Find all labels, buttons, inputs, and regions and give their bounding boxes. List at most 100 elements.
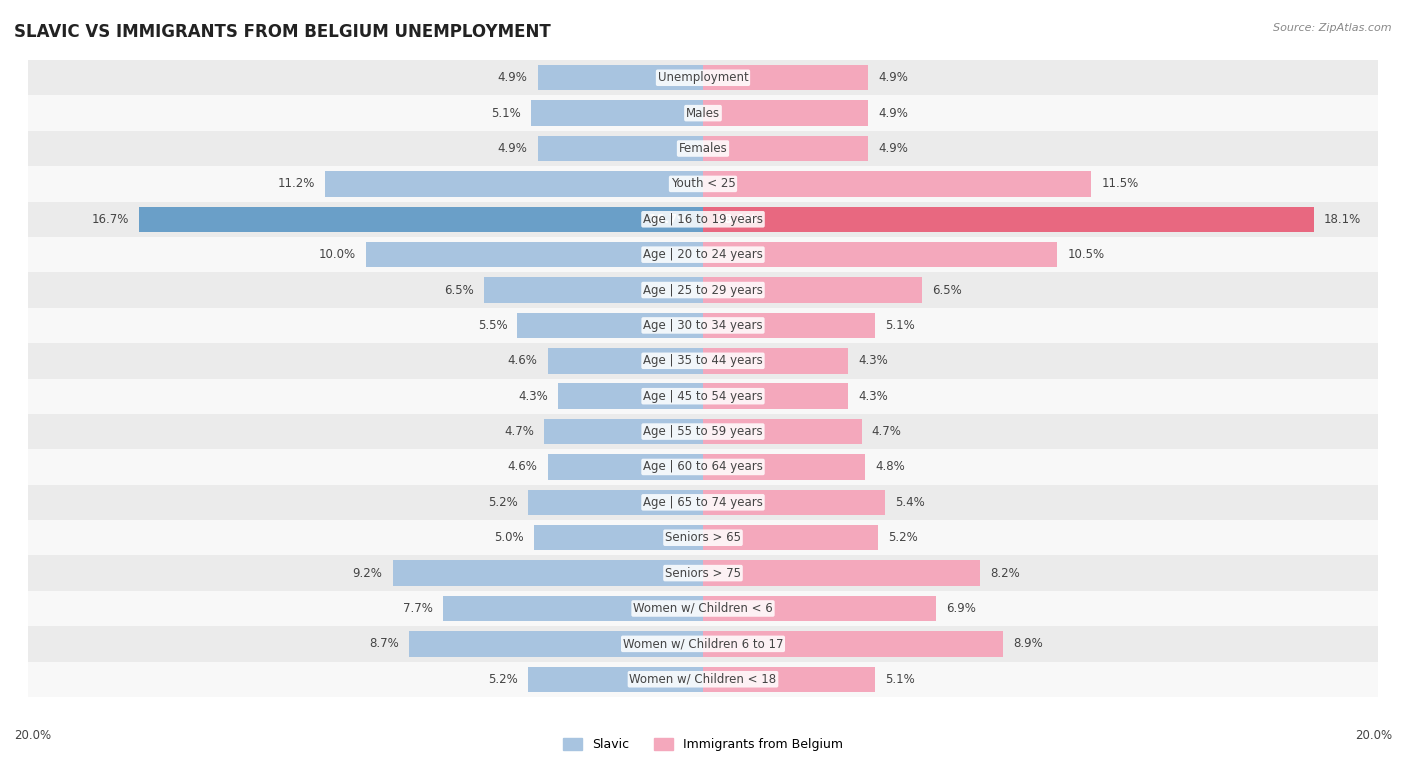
Bar	[703, 419, 862, 444]
Text: 18.1%: 18.1%	[717, 213, 758, 226]
Bar	[139, 207, 703, 232]
Text: 5.2%: 5.2%	[488, 673, 517, 686]
Bar	[28, 343, 1378, 378]
Bar	[392, 560, 703, 586]
Text: 16.7%: 16.7%	[648, 213, 689, 226]
Bar	[28, 167, 1378, 201]
Text: 4.7%: 4.7%	[872, 425, 901, 438]
Bar	[537, 65, 703, 91]
Bar	[325, 171, 703, 197]
Bar	[28, 626, 1378, 662]
Bar	[703, 242, 1057, 267]
Text: 4.3%: 4.3%	[517, 390, 548, 403]
Text: 5.2%: 5.2%	[488, 496, 517, 509]
Text: 9.2%: 9.2%	[353, 566, 382, 580]
Text: Unemployment: Unemployment	[658, 71, 748, 84]
Bar	[28, 449, 1378, 484]
Text: Source: ZipAtlas.com: Source: ZipAtlas.com	[1274, 23, 1392, 33]
Bar	[703, 525, 879, 550]
Text: 5.4%: 5.4%	[896, 496, 925, 509]
Text: 8.2%: 8.2%	[990, 566, 1019, 580]
Bar	[703, 560, 980, 586]
Bar	[527, 490, 703, 515]
Text: 4.3%: 4.3%	[858, 354, 889, 367]
Bar	[28, 556, 1378, 590]
Text: 7.7%: 7.7%	[404, 602, 433, 615]
Text: 16.7%: 16.7%	[91, 213, 129, 226]
Bar	[28, 273, 1378, 308]
Text: Women w/ Children 6 to 17: Women w/ Children 6 to 17	[623, 637, 783, 650]
Text: 4.6%: 4.6%	[508, 460, 537, 473]
Text: 4.7%: 4.7%	[505, 425, 534, 438]
Text: 4.9%: 4.9%	[879, 71, 908, 84]
Text: 6.5%: 6.5%	[444, 284, 474, 297]
Text: 4.9%: 4.9%	[498, 71, 527, 84]
Text: 4.6%: 4.6%	[508, 354, 537, 367]
Bar	[28, 590, 1378, 626]
Text: 20.0%: 20.0%	[1355, 729, 1392, 742]
Bar	[484, 277, 703, 303]
Text: Women w/ Children < 18: Women w/ Children < 18	[630, 673, 776, 686]
Bar	[703, 277, 922, 303]
Bar	[28, 662, 1378, 697]
Text: 10.0%: 10.0%	[318, 248, 356, 261]
Text: Age | 30 to 34 years: Age | 30 to 34 years	[643, 319, 763, 332]
Bar	[28, 131, 1378, 167]
Text: 5.1%: 5.1%	[491, 107, 520, 120]
Legend: Slavic, Immigrants from Belgium: Slavic, Immigrants from Belgium	[558, 734, 848, 756]
Text: Age | 60 to 64 years: Age | 60 to 64 years	[643, 460, 763, 473]
Bar	[703, 207, 1313, 232]
Text: 5.0%: 5.0%	[495, 531, 524, 544]
Bar	[517, 313, 703, 338]
Bar	[703, 631, 1004, 656]
Text: 6.9%: 6.9%	[946, 602, 976, 615]
Bar	[28, 414, 1378, 449]
Text: 5.1%: 5.1%	[886, 319, 915, 332]
Bar	[544, 419, 703, 444]
Bar	[28, 308, 1378, 343]
Text: 4.8%: 4.8%	[875, 460, 905, 473]
Text: 6.5%: 6.5%	[932, 284, 962, 297]
Text: 18.1%: 18.1%	[1324, 213, 1361, 226]
Bar	[703, 490, 886, 515]
Bar	[28, 378, 1378, 414]
Bar	[703, 384, 848, 409]
Text: 20.0%: 20.0%	[14, 729, 51, 742]
Text: Seniors > 65: Seniors > 65	[665, 531, 741, 544]
Text: 11.5%: 11.5%	[1101, 177, 1139, 191]
Bar	[28, 484, 1378, 520]
Text: Women w/ Children < 6: Women w/ Children < 6	[633, 602, 773, 615]
Text: 4.9%: 4.9%	[879, 142, 908, 155]
Text: 8.7%: 8.7%	[370, 637, 399, 650]
Text: Age | 35 to 44 years: Age | 35 to 44 years	[643, 354, 763, 367]
Text: Females: Females	[679, 142, 727, 155]
Bar	[28, 201, 1378, 237]
Text: Age | 55 to 59 years: Age | 55 to 59 years	[643, 425, 763, 438]
Text: Age | 45 to 54 years: Age | 45 to 54 years	[643, 390, 763, 403]
Text: Males: Males	[686, 107, 720, 120]
Text: 4.9%: 4.9%	[498, 142, 527, 155]
Bar	[28, 95, 1378, 131]
Bar	[28, 237, 1378, 273]
Bar	[703, 454, 865, 480]
Bar	[537, 136, 703, 161]
Bar	[703, 666, 875, 692]
Bar	[28, 520, 1378, 556]
Bar	[703, 313, 875, 338]
Text: 10.5%: 10.5%	[1067, 248, 1105, 261]
Text: Age | 25 to 29 years: Age | 25 to 29 years	[643, 284, 763, 297]
Bar	[527, 666, 703, 692]
Text: 4.9%: 4.9%	[879, 107, 908, 120]
Text: 5.1%: 5.1%	[886, 673, 915, 686]
Bar	[531, 101, 703, 126]
Text: 8.9%: 8.9%	[1014, 637, 1043, 650]
Bar	[28, 60, 1378, 95]
Bar	[366, 242, 703, 267]
Text: 4.3%: 4.3%	[858, 390, 889, 403]
Text: Age | 65 to 74 years: Age | 65 to 74 years	[643, 496, 763, 509]
Text: Age | 20 to 24 years: Age | 20 to 24 years	[643, 248, 763, 261]
Text: 5.5%: 5.5%	[478, 319, 508, 332]
Bar	[409, 631, 703, 656]
Text: Age | 16 to 19 years: Age | 16 to 19 years	[643, 213, 763, 226]
Bar	[703, 171, 1091, 197]
